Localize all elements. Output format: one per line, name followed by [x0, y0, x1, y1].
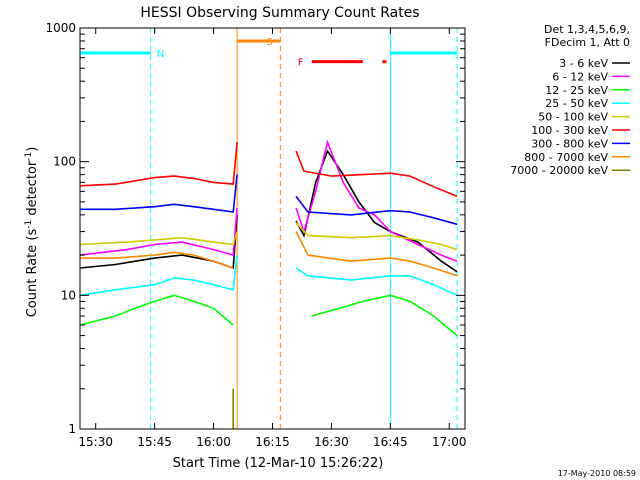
y-tick-label-0: 1	[68, 422, 76, 436]
x-tick-label-1: 15:45	[137, 435, 172, 449]
series-line-5	[79, 142, 458, 198]
legend-label-4: 50 - 100 keV	[538, 111, 608, 124]
legend-header-1: FDecim 1, Att 0	[545, 36, 630, 49]
legend-label-7: 800 - 7000 keV	[524, 151, 608, 164]
series-line-6	[80, 174, 458, 226]
x-tick-label-4: 16:30	[314, 435, 349, 449]
legend-label-8: 7000 - 20000 keV	[510, 164, 608, 177]
y-tick-label-1: 10	[61, 288, 76, 302]
series-line-4	[79, 222, 458, 251]
series-line-1	[79, 139, 458, 262]
x-tick-label-6: 17:00	[432, 435, 467, 449]
footer-date: 17-May-2010 08:59	[558, 469, 636, 478]
legend-label-0: 3 - 6 keV	[559, 57, 608, 70]
flag-label-S: S	[266, 37, 272, 48]
plot-frame	[79, 27, 466, 430]
y-axis: 1 10 100 1000	[45, 21, 465, 436]
legend-label-3: 25 - 50 keV	[545, 97, 608, 110]
legend-label-1: 6 - 12 keV	[552, 70, 608, 83]
y-tick-label-3: 1000	[45, 21, 76, 35]
x-tick-label-0: 15:30	[78, 435, 113, 449]
y-tick-label-2: 100	[53, 155, 76, 169]
flag-label-N: N	[157, 49, 164, 60]
x-axis-label: Start Time (12-Mar-10 15:26:22)	[173, 456, 384, 471]
legend: Det 1,3,4,5,6,9,FDecim 1, Att 0 3 - 6 keV…	[510, 23, 630, 177]
x-tick-label-3: 16:15	[255, 435, 290, 449]
legend-header-0: Det 1,3,4,5,6,9,	[544, 23, 630, 36]
x-tick-label-5: 16:45	[373, 435, 408, 449]
y-axis-label: Count Rate (s-1 detector-1)	[24, 147, 40, 318]
series-line-2	[79, 294, 458, 337]
flag-label-F: F	[298, 58, 304, 69]
chart-title: HESSI Observing Summary Count Rates	[140, 5, 419, 21]
legend-label-5: 100 - 300 keV	[531, 124, 608, 137]
series-line-7	[80, 231, 458, 277]
plot-area: N S F	[79, 28, 458, 429]
legend-label-2: 12 - 25 keV	[545, 84, 608, 97]
series-line-3	[79, 255, 458, 297]
legend-label-6: 300 - 800 keV	[531, 137, 608, 150]
x-tick-label-2: 16:00	[196, 435, 231, 449]
x-axis: 15:30 15:45 16:00 16:15 16:30 16:45 17:00	[78, 28, 467, 449]
